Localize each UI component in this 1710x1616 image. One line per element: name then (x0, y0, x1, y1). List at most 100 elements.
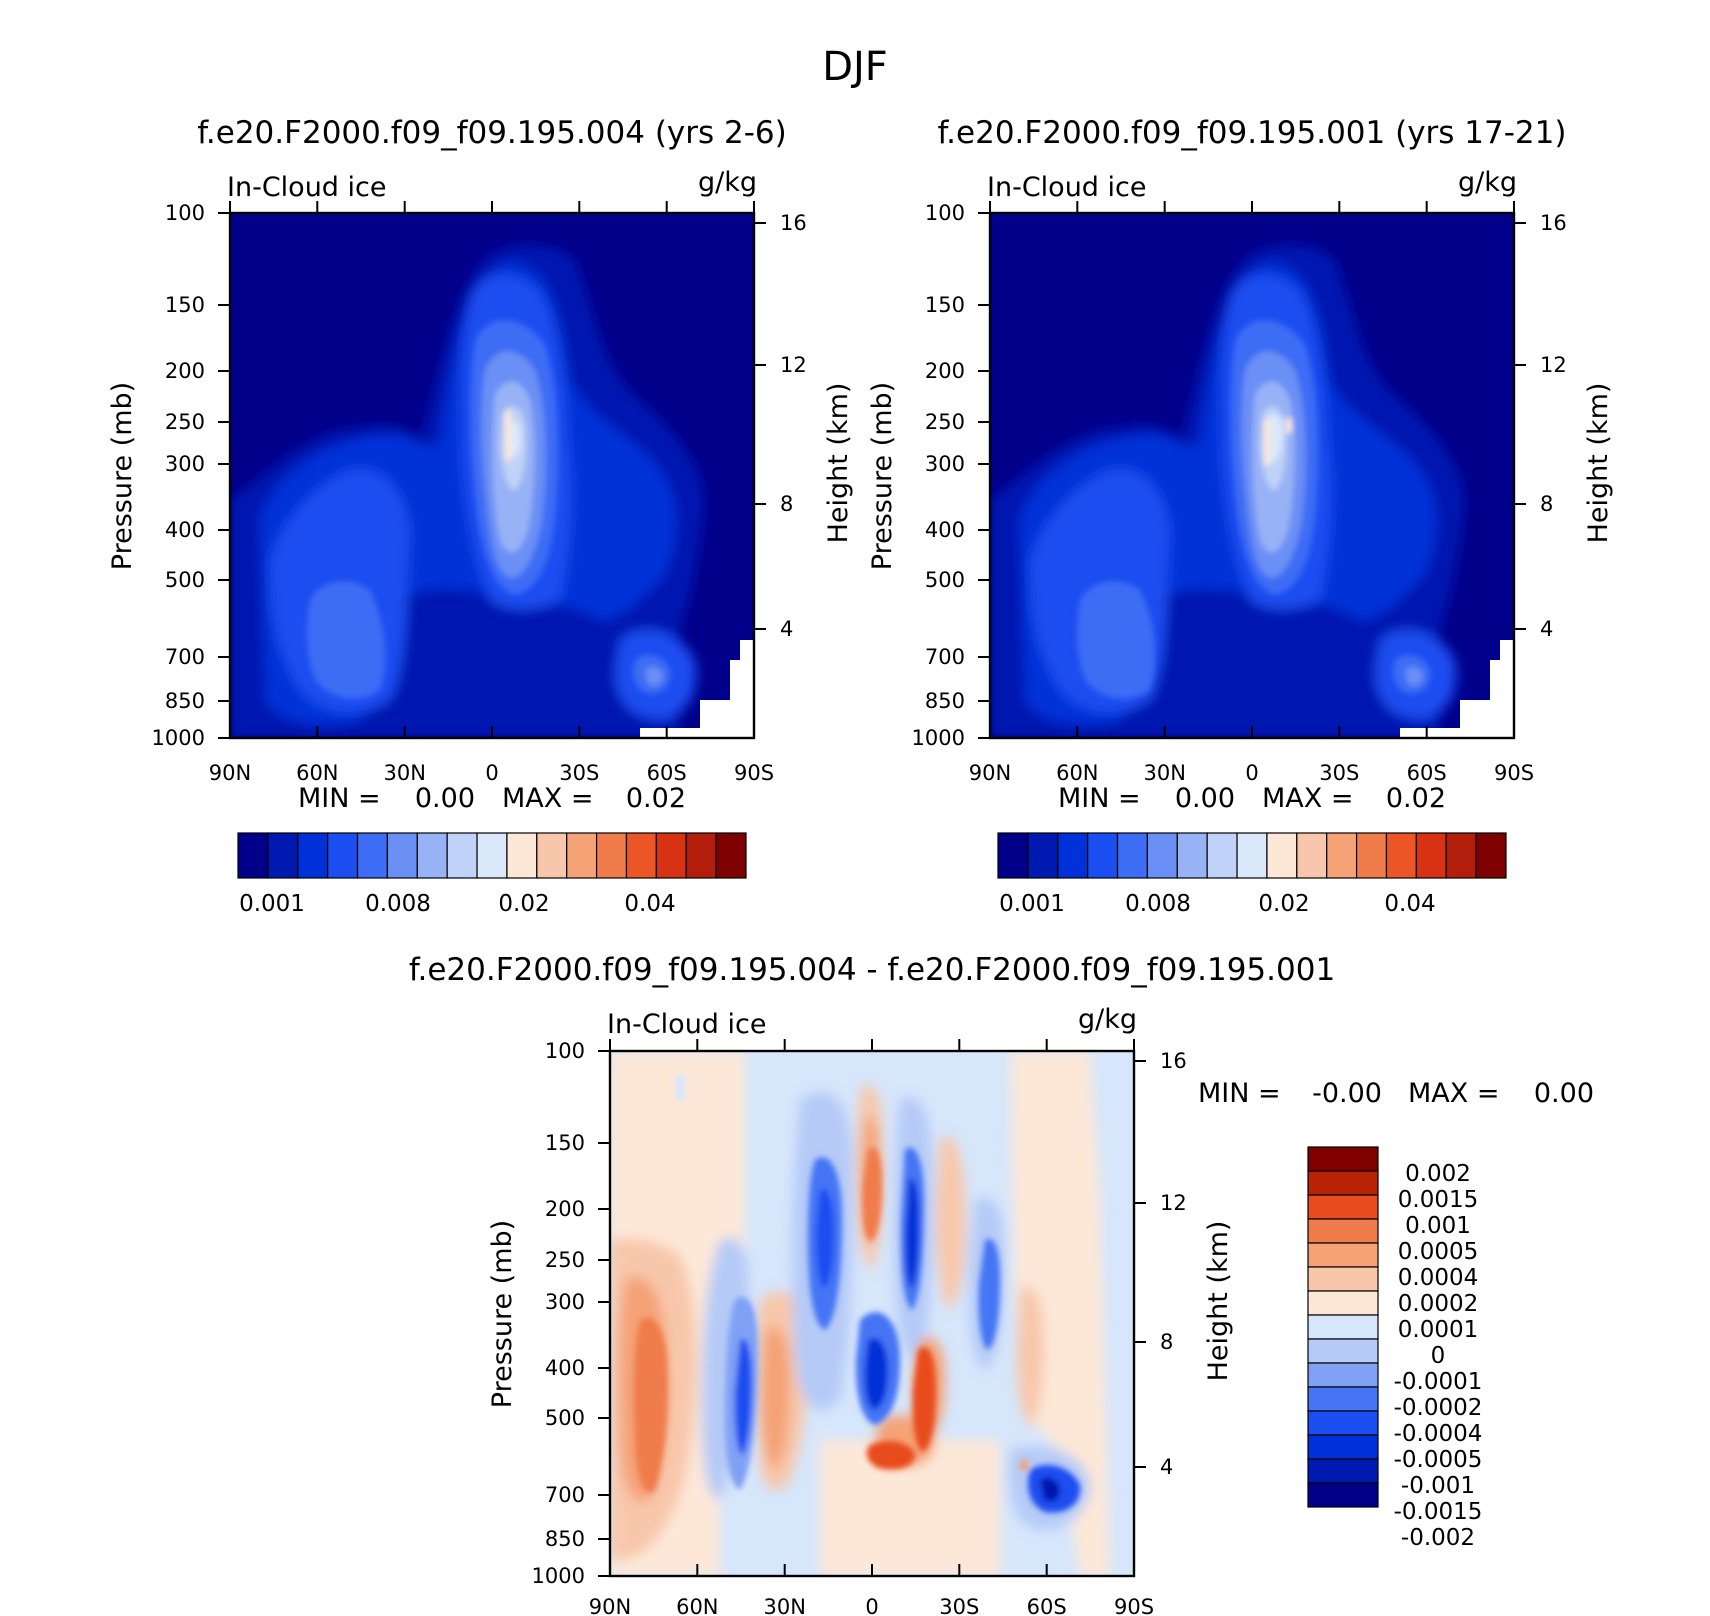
panel-2-ytick: 850 (925, 689, 965, 713)
panel-2-colorbar-cell (1116, 832, 1149, 879)
panel-2-units-label: g/kg (1458, 167, 1517, 198)
panel-3-colorbar-label: -0.0002 (1394, 1395, 1483, 1421)
panel-3-y2-axis: 16 12 8 4 (1134, 1049, 1187, 1479)
panel-3-xtick: 30S (939, 1595, 979, 1616)
panel-2-colorbar-cell (1236, 832, 1268, 879)
panel-3-y-axis: 100 150 200 250 300 400 500 700 850 1000 (532, 1039, 610, 1588)
panel-3-colorbar-cell (1307, 1482, 1379, 1508)
panel-2-colorbar-label: 0.001 (999, 891, 1065, 917)
panel-3: f.e20.F2000.f09_f09.195.004 - f.e20.F200… (409, 952, 1594, 1616)
panel-1-units-label: g/kg (698, 167, 757, 198)
panel-2-colorbar-cell (1296, 832, 1328, 879)
panel-1-ytick: 100 (165, 201, 205, 225)
panel-3-colorbar-cell (1307, 1434, 1379, 1460)
panel-2-ytick: 700 (925, 645, 965, 669)
panel-2-colorbar-cell (1266, 832, 1298, 879)
panel-1-ytick: 400 (165, 518, 205, 542)
panel-2-colorbar-label: 0.008 (1125, 891, 1191, 917)
panel-3-xtick: 30N (763, 1595, 805, 1616)
panel-1-xtick: 60S (647, 761, 687, 785)
panel-1-ytick: 700 (165, 645, 205, 669)
panel-3-colorbar-cell (1307, 1314, 1379, 1340)
panel-3-colorbar-cell (1307, 1218, 1379, 1244)
panel-2-colorbar-cell (1057, 832, 1089, 879)
panel-2-colorbar-cell (1475, 832, 1507, 879)
panel-2-colorbar-cell (1326, 832, 1358, 879)
panel-2-colorbar-cell (1176, 832, 1208, 879)
panel-3-colorbar-cell (1307, 1194, 1379, 1220)
panel-1-colorbar-label: 0.001 (239, 891, 305, 917)
panel-2-max-value: 0.02 (1386, 783, 1446, 814)
panel-2-xtick: 60N (1056, 761, 1098, 785)
panel-1-ylabel2: Height (km) (823, 383, 854, 544)
panel-1-variable-label: In-Cloud ice (227, 172, 386, 203)
panel-3-ytick: 500 (545, 1406, 585, 1430)
panel-1-colorbar-labels: 0.001 0.008 0.02 0.04 (239, 891, 676, 917)
panel-3-xtick: 60S (1027, 1595, 1067, 1616)
panel-2-title: f.e20.F2000.f09_f09.195.001 (yrs 17-21) (938, 115, 1567, 151)
panel-1-ytick: 250 (165, 410, 205, 434)
panel-2-y2tick: 16 (1540, 211, 1567, 235)
panel-1-xtick: 30N (383, 761, 425, 785)
panel-3-xtick: 60N (676, 1595, 718, 1616)
panel-2-colorbar-cell (1027, 832, 1059, 879)
panel-3-colorbar-cell (1307, 1146, 1379, 1172)
panel-2-max-label: MAX = (1262, 783, 1353, 814)
panel-2-ytick: 250 (925, 410, 965, 434)
panel-1-max-label: MAX = (502, 783, 593, 814)
panel-2-y2tick: 4 (1540, 617, 1553, 641)
panel-2-ylabel2: Height (km) (1583, 383, 1614, 544)
panel-3-xtick: 90N (589, 1595, 631, 1616)
panel-1-min-value: 0.00 (415, 783, 475, 814)
panel-1: f.e20.F2000.f09_f09.195.004 (yrs 2-6) In… (107, 115, 854, 917)
panel-3-ytick: 100 (545, 1039, 585, 1063)
panel-3-colorbar-label: 0.0001 (1398, 1317, 1478, 1343)
panel-1-contour-field (230, 213, 754, 738)
panel-3-y2tick: 8 (1160, 1330, 1173, 1354)
panel-3-min-value: -0.00 (1312, 1078, 1382, 1109)
figure-title: DJF (822, 44, 888, 90)
panel-3-max-label: MAX = (1408, 1078, 1499, 1109)
panel-2-y-axis: 100 150 200 250 300 400 500 700 850 1000 (912, 201, 990, 750)
panel-2-y2tick: 8 (1540, 492, 1553, 516)
panel-3-ytick: 700 (545, 1483, 585, 1507)
panel-3-ytick: 250 (545, 1248, 585, 1272)
panel-3-colorbar-cell (1307, 1458, 1379, 1484)
panel-1-colorbar-cell (715, 832, 747, 879)
panel-1-stats: MIN = 0.00 MAX = 0.02 (298, 783, 686, 814)
panel-3-min-label: MIN = (1198, 1078, 1281, 1109)
panel-3-colorbar-label: 0 (1431, 1343, 1446, 1369)
panel-2-ylabel: Pressure (mb) (867, 382, 898, 570)
panel-2-colorbar-cell (997, 832, 1029, 879)
panel-2-ytick: 500 (925, 568, 965, 592)
panel-2-variable-label: In-Cloud ice (987, 172, 1146, 203)
panel-1-colorbar-cell (595, 832, 628, 879)
panel-1-ylabel: Pressure (mb) (107, 382, 138, 570)
panel-3-colorbar-cell (1307, 1266, 1379, 1292)
panel-2-y2-axis: 16 12 8 4 (1514, 211, 1567, 641)
panel-2-contour-field (990, 213, 1514, 738)
panel-1-colorbar-cell (416, 832, 448, 879)
panel-2-ytick: 100 (925, 201, 965, 225)
panel-3-colorbar-label: -0.0004 (1394, 1421, 1483, 1447)
panel-3-colorbar-labels: 0.002 0.0015 0.001 0.0005 0.0004 0.0002 … (1394, 1161, 1483, 1551)
panel-3-colorbar-label: -0.002 (1401, 1525, 1475, 1551)
panel-1-ytick: 200 (165, 359, 205, 383)
panel-3-colorbar-cell (1307, 1290, 1379, 1316)
panel-3-max-value: 0.00 (1534, 1078, 1594, 1109)
panel-1-y2tick: 8 (780, 492, 793, 516)
panel-3-colorbar-cell (1307, 1386, 1379, 1412)
panel-2-y2tick: 12 (1540, 353, 1567, 377)
panel-2-colorbar-cell (1415, 832, 1447, 879)
panel-3-variable-label: In-Cloud ice (607, 1009, 766, 1040)
panel-1-y2tick: 4 (780, 617, 793, 641)
panel-1-x-axis: 90N 60N 30N 0 30S 60S 90S (209, 201, 774, 785)
panel-1-max-value: 0.02 (626, 783, 686, 814)
panel-3-colorbar-label: 0.0002 (1398, 1291, 1478, 1317)
panel-1-y2tick: 16 (780, 211, 807, 235)
panel-1-colorbar-cell (356, 832, 389, 879)
panel-1-colorbar-cell (506, 832, 538, 879)
panel-1-xtick: 0 (485, 761, 498, 785)
panel-1-colorbar (237, 832, 747, 879)
panel-3-stats: MIN = -0.00 MAX = 0.00 (1198, 1078, 1594, 1109)
